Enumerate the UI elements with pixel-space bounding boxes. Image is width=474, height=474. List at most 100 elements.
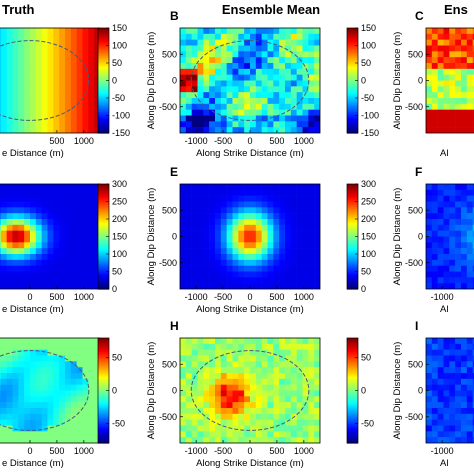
- heatmap-cell: [209, 86, 216, 93]
- heatmap-cell: [41, 195, 49, 203]
- heatmap-cell: [6, 384, 13, 391]
- heatmap-cell: [244, 98, 251, 105]
- colorbar-segment: [98, 215, 109, 218]
- heatmap-cell: [314, 367, 320, 374]
- heatmap-cell: [76, 413, 83, 420]
- heatmap-cell: [308, 39, 315, 46]
- heatmap-cell: [203, 277, 210, 284]
- heatmap-cell: [94, 201, 100, 208]
- colorbar-segment: [98, 248, 109, 252]
- heatmap-cell: [220, 92, 227, 99]
- colorbar-segment: [98, 427, 109, 430]
- colorbar-segment: [347, 395, 358, 399]
- heatmap-cell: [94, 259, 100, 267]
- heatmap-cell: [209, 28, 216, 35]
- colorbar-segment: [98, 54, 109, 57]
- heatmap-cell: [24, 248, 31, 255]
- heatmap-cell: [449, 361, 456, 368]
- colorbar-segment: [347, 203, 358, 206]
- heatmap-cell: [0, 277, 8, 284]
- colorbar-segment: [98, 198, 109, 201]
- heatmap-cell: [302, 68, 309, 75]
- heatmap-cell: [255, 236, 262, 243]
- heatmap-cell: [180, 33, 187, 40]
- heatmap-cell: [70, 57, 78, 64]
- heatmap-cell: [30, 201, 37, 208]
- heatmap-cell: [443, 109, 450, 116]
- colorbar-segment: [347, 57, 358, 61]
- heatmap-cell: [285, 338, 292, 345]
- heatmap-cell: [82, 45, 89, 52]
- heatmap-cell: [461, 127, 468, 133]
- heatmap-cell: [30, 230, 37, 238]
- heatmap-cell: [53, 390, 60, 397]
- x-tick-label: 0: [27, 292, 32, 302]
- colorbar-segment: [98, 280, 109, 283]
- heatmap-cell: [6, 271, 14, 278]
- heatmap-cell: [70, 207, 78, 214]
- heatmap-cell: [273, 98, 280, 105]
- heatmap-cell: [30, 103, 37, 111]
- heatmap-cell: [0, 80, 8, 87]
- heatmap-cell: [12, 271, 19, 278]
- heatmap-cell: [6, 259, 14, 267]
- heatmap-cell: [6, 115, 14, 122]
- heatmap-cell: [30, 419, 37, 426]
- heatmap-cell: [76, 109, 84, 117]
- heatmap-cell: [12, 92, 19, 99]
- heatmap-cell: [30, 390, 37, 397]
- heatmap-cell: [18, 277, 25, 284]
- colorbar-segment: [98, 359, 109, 362]
- colorbar-segment: [98, 199, 109, 203]
- heatmap-cell: [18, 28, 25, 35]
- heatmap-cell: [35, 207, 43, 214]
- heatmap-cell: [0, 413, 2, 420]
- heatmap-cell: [314, 80, 320, 87]
- heatmap-cell: [215, 39, 222, 46]
- heatmap-cell: [273, 236, 280, 243]
- heatmap-cell: [250, 390, 257, 397]
- heatmap-cell: [290, 80, 297, 87]
- heatmap-cell: [24, 28, 31, 35]
- heatmap-cell: [302, 230, 309, 237]
- heatmap-cell: [65, 408, 72, 415]
- heatmap-cell: [0, 413, 7, 420]
- heatmap-cell: [35, 28, 43, 35]
- heatmap-cell: [267, 425, 274, 432]
- heatmap-cell: [279, 121, 286, 128]
- heatmap-cell: [308, 219, 315, 226]
- heatmap-cell: [94, 224, 100, 232]
- heatmap-cell: [12, 265, 19, 273]
- heatmap-cell: [232, 283, 239, 289]
- heatmap-cell: [226, 127, 233, 133]
- heatmap-cell: [76, 419, 83, 426]
- heatmap-cell: [82, 28, 89, 35]
- heatmap-cell: [191, 189, 198, 196]
- heatmap-cell: [255, 343, 262, 350]
- heatmap-cell: [70, 425, 77, 432]
- heatmap-cell: [273, 92, 280, 99]
- heatmap-cell: [41, 419, 48, 426]
- colorbar-tick-label: 100: [112, 249, 127, 259]
- heatmap-cell: [191, 361, 198, 368]
- heatmap-cell: [6, 109, 14, 117]
- heatmap-cell: [296, 390, 303, 397]
- heatmap-cell: [53, 195, 60, 203]
- heatmap-cell: [209, 213, 216, 220]
- heatmap-cell: [296, 384, 303, 391]
- heatmap-cell: [35, 425, 42, 432]
- heatmap-cell: [185, 254, 192, 261]
- heatmap-cell: [191, 242, 198, 249]
- heatmap-cell: [250, 271, 257, 278]
- heatmap-cell: [244, 230, 251, 237]
- heatmap-cell: [65, 425, 72, 432]
- heatmap-cell: [290, 115, 297, 122]
- heatmap-cell: [431, 224, 438, 231]
- colorbar-segment: [347, 432, 358, 435]
- heatmap-cell: [308, 184, 315, 191]
- colorbar-segment: [98, 381, 109, 385]
- heatmap-cell: [279, 115, 286, 122]
- colorbar-segment: [98, 383, 109, 386]
- heatmap-cell: [59, 115, 66, 122]
- heatmap-cell: [70, 39, 78, 47]
